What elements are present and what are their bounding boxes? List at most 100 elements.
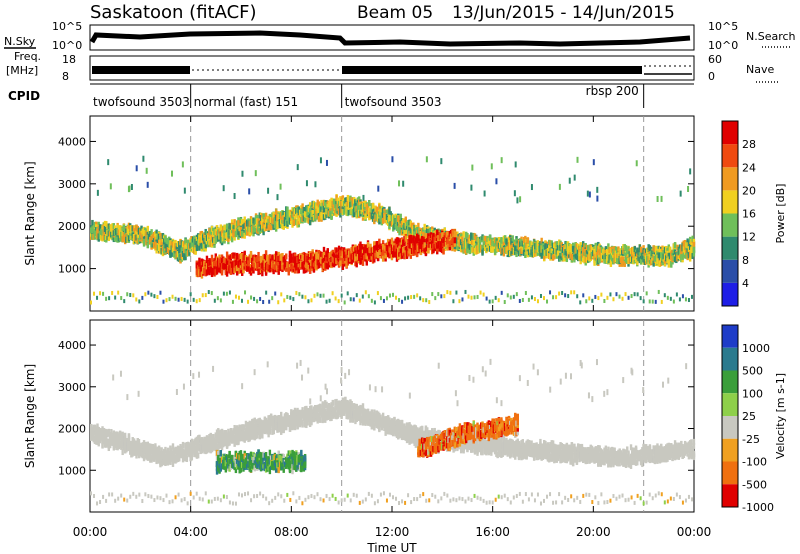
echo-cell	[491, 246, 494, 253]
echo-cell	[386, 238, 390, 245]
echo-cell	[398, 227, 401, 234]
echo-cell	[398, 250, 401, 257]
echo-cell	[644, 258, 648, 265]
echo-cell	[457, 240, 460, 247]
echo-cell	[306, 205, 309, 212]
echo-cell	[110, 225, 113, 232]
echo-cell	[283, 216, 287, 223]
echo-cell	[507, 243, 511, 250]
nave-tick-top: 60	[708, 53, 722, 66]
echo-cell	[628, 251, 631, 258]
echo-cell	[160, 242, 163, 249]
echo-cell	[300, 211, 303, 218]
echo-cell	[525, 238, 528, 245]
echo-cell	[378, 211, 381, 218]
echo-cell	[181, 241, 185, 248]
echo-cell	[374, 245, 377, 252]
echo-cell	[218, 266, 221, 273]
echo-cell	[282, 210, 285, 217]
echo-cell	[438, 245, 441, 252]
echo-cell	[159, 246, 162, 253]
echo-cell	[174, 253, 177, 260]
echo-cell	[652, 260, 655, 267]
echo-cell	[579, 250, 582, 257]
echo-cell	[361, 253, 365, 260]
echo-cell	[359, 245, 362, 252]
echo-cell	[342, 200, 346, 207]
echo-cell	[541, 243, 545, 250]
echo-cell	[563, 244, 566, 251]
echo-cell	[354, 205, 357, 212]
echo-cell	[472, 241, 475, 248]
echo-cell	[123, 299, 126, 304]
echo-cell	[247, 220, 250, 227]
echo-cell	[200, 233, 204, 240]
echo-cell	[604, 246, 608, 253]
echo-cell	[414, 248, 418, 255]
echo-cell	[656, 250, 659, 257]
echo-cell	[132, 293, 135, 298]
echo-cell	[152, 242, 156, 249]
echo-cell	[337, 200, 341, 207]
echo-cell	[268, 254, 272, 261]
echo-cell	[140, 227, 143, 234]
echo-cell	[235, 269, 239, 276]
echo-cell	[610, 246, 614, 253]
echo-cell	[653, 246, 657, 253]
echo-cell	[582, 248, 585, 255]
echo-cell	[201, 234, 205, 241]
echo-cell	[564, 244, 567, 251]
echo-cell	[208, 260, 211, 267]
echo-cell	[425, 238, 429, 245]
nsearch-tick-top: 10^5	[708, 20, 738, 33]
echo-cell	[409, 220, 413, 227]
echo-cell	[608, 257, 611, 264]
echo-cell	[252, 254, 255, 261]
echo-cell	[657, 245, 660, 252]
echo-cell	[302, 261, 306, 268]
echo-cell	[173, 250, 176, 257]
echo-cell	[252, 267, 255, 274]
echo-cell	[263, 225, 267, 232]
echo-cell	[615, 247, 619, 254]
echo-cell	[408, 247, 411, 254]
echo-cell	[532, 245, 536, 252]
echo-cell	[520, 239, 523, 246]
echo-cell	[150, 235, 153, 242]
echo-cell	[155, 233, 158, 240]
echo-cell	[303, 207, 307, 214]
echo-cell	[644, 255, 648, 262]
echo-cell	[419, 239, 423, 246]
echo-cell	[657, 252, 660, 259]
echo-cell	[592, 247, 595, 254]
echo-cell	[308, 262, 312, 269]
echo-cell	[93, 221, 97, 228]
echo-cell	[409, 238, 413, 245]
echo-cell	[169, 240, 172, 247]
echo-cell	[660, 248, 663, 255]
echo-cell	[228, 259, 231, 266]
echo-cell	[243, 260, 246, 267]
echo-cell	[351, 256, 355, 263]
echo-cell	[185, 242, 189, 249]
echo-cell	[168, 297, 171, 302]
echo-cell	[225, 223, 229, 230]
echo-cell	[339, 260, 342, 267]
echo-cell	[169, 245, 172, 252]
echo-cell	[593, 259, 596, 266]
echo-cell	[555, 252, 558, 259]
echo-cell	[312, 266, 316, 273]
echo-cell	[368, 253, 371, 260]
echo-cell	[145, 239, 148, 246]
echo-cell	[123, 234, 127, 241]
echo-cell	[247, 257, 250, 264]
echo-cell	[266, 216, 269, 223]
echo-cell	[381, 217, 385, 224]
echo-cell	[334, 247, 337, 254]
echo-cell	[464, 248, 468, 255]
echo-cell	[429, 228, 433, 235]
echo-cell	[530, 249, 533, 256]
echo-cell	[525, 248, 528, 255]
echo-cell	[129, 225, 132, 232]
echo-cell	[228, 232, 231, 239]
